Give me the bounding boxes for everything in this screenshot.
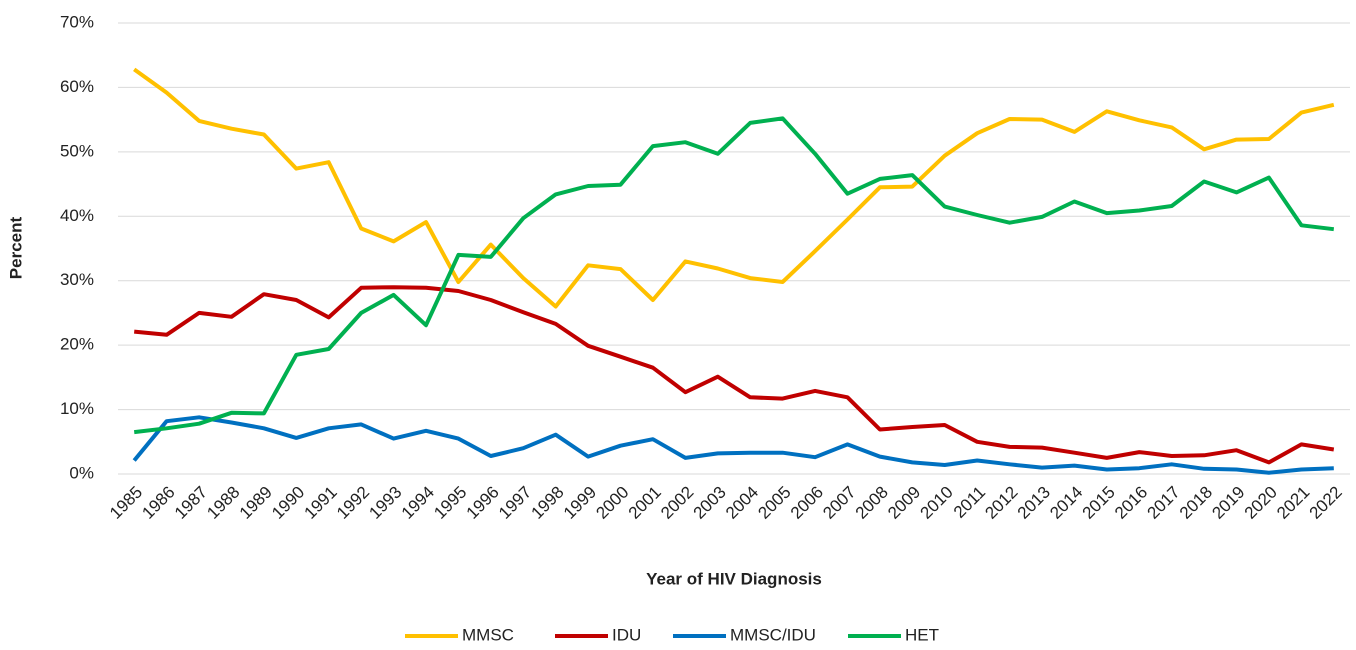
legend-label: IDU — [612, 625, 641, 644]
x-tick-label: 2012 — [981, 483, 1021, 523]
x-tick-label: 2004 — [722, 483, 762, 523]
series-line — [132, 415, 1334, 475]
legend-label: MMSC — [462, 625, 514, 644]
x-tick-label: 2007 — [819, 483, 859, 523]
legend-label: HET — [905, 625, 939, 644]
x-tick-label: 2017 — [1144, 483, 1184, 523]
x-tick-label: 2015 — [1079, 483, 1119, 523]
series-line — [133, 67, 1335, 309]
x-tick-label: 1999 — [560, 483, 600, 523]
x-tick-label: 2019 — [1208, 483, 1248, 523]
x-tick-label: 2003 — [690, 483, 730, 523]
series-line — [134, 285, 1335, 465]
x-tick-label: 2016 — [1111, 483, 1151, 523]
x-tick-label: 2013 — [1014, 483, 1054, 523]
series-line — [133, 116, 1335, 435]
x-tick-label: 2011 — [950, 483, 989, 522]
x-tick-label: 2000 — [592, 483, 632, 523]
x-tick-label: 2008 — [852, 483, 892, 523]
y-axis-title: Percent — [6, 216, 25, 279]
x-tick-label: 1988 — [203, 483, 243, 523]
x-tick-label: 1996 — [463, 483, 503, 523]
x-tick-label: 2014 — [1046, 483, 1086, 523]
x-tick-label: 1987 — [171, 483, 211, 523]
x-tick-label: 2010 — [917, 483, 957, 523]
y-tick-label: 40% — [60, 206, 94, 225]
x-axis-title: Year of HIV Diagnosis — [646, 569, 822, 588]
x-tick-label: 1994 — [398, 483, 438, 523]
y-tick-label: 10% — [60, 399, 94, 418]
y-tick-label: 30% — [60, 270, 94, 289]
x-tick-label: 1990 — [268, 483, 308, 523]
y-tick-label: 20% — [60, 335, 94, 354]
x-tick-label: 1986 — [138, 483, 178, 523]
x-tick-label: 1993 — [365, 483, 405, 523]
x-tick-label: 2018 — [1176, 483, 1216, 523]
x-tick-label: 2021 — [1273, 483, 1313, 523]
x-tick-label: 2006 — [787, 483, 827, 523]
x-tick-label: 1997 — [495, 483, 535, 523]
x-tick-label: 1989 — [236, 483, 276, 523]
x-tick-label: 1995 — [430, 483, 470, 523]
x-tick-label: 2009 — [884, 483, 924, 523]
x-tick-label: 2001 — [625, 483, 665, 523]
x-tick-label: 2020 — [1241, 483, 1281, 523]
y-tick-label: 70% — [60, 12, 94, 31]
x-tick-label: 1998 — [528, 483, 568, 523]
y-tick-label: 0% — [69, 463, 94, 482]
legend-label: MMSC/IDU — [730, 625, 816, 644]
x-tick-label: 2005 — [754, 483, 794, 523]
x-tick-label: 2022 — [1306, 483, 1346, 523]
x-tick-label: 2002 — [657, 483, 697, 523]
x-tick-label: 1985 — [106, 483, 146, 523]
y-tick-label: 50% — [60, 141, 94, 160]
y-tick-label: 60% — [60, 77, 94, 96]
x-tick-label: 1992 — [333, 483, 373, 523]
x-tick-label: 1991 — [301, 483, 341, 523]
